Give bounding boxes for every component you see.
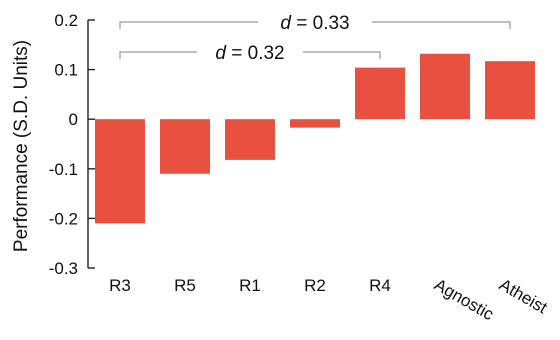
y-tick-label: -0.2: [49, 209, 78, 228]
category-label: R2: [304, 276, 326, 295]
bracket-left: [119, 21, 258, 29]
y-ticks: 0.2 0.1 0 -0.1 -0.2 -0.3: [49, 11, 95, 278]
category-label: R4: [369, 276, 391, 295]
bar-atheist: [485, 61, 535, 120]
y-tick-label: -0.1: [49, 160, 78, 179]
bracket-right: [303, 51, 381, 59]
category-label: Agnostic: [431, 275, 497, 324]
bars: [95, 53, 535, 224]
bar-agnostic: [420, 53, 470, 120]
effect-size-label: d = 0.32: [215, 43, 284, 64]
category-label: R5: [174, 276, 196, 295]
category-label: Atheist: [496, 275, 551, 318]
category-labels: R3 R5 R1 R2 R4 Agnostic Atheist: [109, 275, 551, 324]
bar-r2: [290, 119, 340, 128]
bar-r5: [160, 119, 210, 174]
bar-r4: [355, 67, 405, 120]
category-label: R1: [239, 276, 261, 295]
bracket-right: [372, 21, 511, 29]
category-label: R3: [109, 276, 131, 295]
bar-r3: [95, 119, 145, 224]
y-tick-label: 0: [69, 110, 78, 129]
effect-size-label: d = 0.33: [280, 13, 349, 34]
y-tick-label: 0.2: [54, 11, 78, 30]
y-tick-label: 0.1: [54, 61, 78, 80]
bracket-left: [119, 51, 197, 59]
y-tick-label: -0.3: [49, 259, 78, 278]
effect-size-annotations: d = 0.33 d = 0.32: [119, 13, 511, 64]
annotation-bracket: d = 0.32: [119, 43, 381, 64]
annotation-bracket: d = 0.33: [119, 13, 511, 34]
y-axis-label: Performance (S.D. Units): [11, 40, 32, 252]
bar-r1: [225, 119, 275, 160]
y-axis: 0.2 0.1 0 -0.1 -0.2 -0.3: [49, 11, 95, 278]
